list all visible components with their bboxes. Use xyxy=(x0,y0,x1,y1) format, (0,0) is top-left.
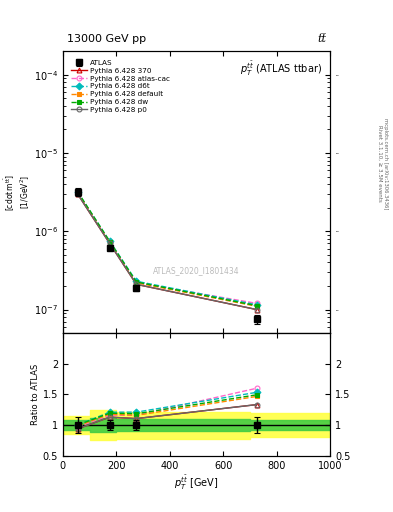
Pythia 6.428 p0 xyxy=(75,191,80,197)
Pythia 6.428 dw xyxy=(254,303,259,309)
Pythia 6.428 atlas-cac xyxy=(254,300,259,306)
Legend: ATLAS, Pythia 6.428 370, Pythia 6.428 atlas-cac, Pythia 6.428 d6t, Pythia 6.428 : ATLAS, Pythia 6.428 370, Pythia 6.428 at… xyxy=(69,58,172,115)
Pythia 6.428 d6t xyxy=(254,302,259,308)
Pythia 6.428 default xyxy=(254,303,259,309)
Pythia 6.428 dw xyxy=(134,279,139,285)
Pythia 6.428 370 xyxy=(254,307,259,313)
X-axis label: $p^{t\bar{t}}_T$ [GeV]: $p^{t\bar{t}}_T$ [GeV] xyxy=(174,473,219,492)
Y-axis label: Ratio to ATLAS: Ratio to ATLAS xyxy=(31,364,40,425)
Text: Rivet 3.1.10, ≥ 3.5M events: Rivet 3.1.10, ≥ 3.5M events xyxy=(377,125,382,202)
Pythia 6.428 370 xyxy=(134,281,139,287)
Text: tt̅: tt̅ xyxy=(317,33,326,44)
Pythia 6.428 dw xyxy=(75,189,80,195)
Pythia 6.428 d6t xyxy=(134,278,139,284)
Pythia 6.428 p0 xyxy=(107,240,112,246)
Y-axis label: $\frac{1}{\sigma}\cdot\frac{d^2\sigma}{dp_T^{t\bar{t}}}$
$[\mathrm{cdot\,m^{t\ba: $\frac{1}{\sigma}\cdot\frac{d^2\sigma}{d… xyxy=(0,174,33,211)
Text: $p_T^{t\bar{t}}$ (ATLAS ttbar): $p_T^{t\bar{t}}$ (ATLAS ttbar) xyxy=(240,60,322,78)
Pythia 6.428 d6t xyxy=(75,189,80,195)
Text: mcplots.cern.ch [arXiv:1306.3436]: mcplots.cern.ch [arXiv:1306.3436] xyxy=(383,118,387,209)
Line: Pythia 6.428 default: Pythia 6.428 default xyxy=(75,190,259,309)
Line: Pythia 6.428 p0: Pythia 6.428 p0 xyxy=(75,191,259,312)
Line: Pythia 6.428 d6t: Pythia 6.428 d6t xyxy=(75,189,259,307)
Line: Pythia 6.428 dw: Pythia 6.428 dw xyxy=(75,189,259,308)
Pythia 6.428 atlas-cac xyxy=(75,190,80,196)
Pythia 6.428 370 xyxy=(75,191,80,197)
Pythia 6.428 default xyxy=(107,239,112,245)
Line: Pythia 6.428 atlas-cac: Pythia 6.428 atlas-cac xyxy=(75,190,259,306)
Pythia 6.428 370 xyxy=(107,240,112,246)
Pythia 6.428 p0 xyxy=(134,281,139,287)
Pythia 6.428 d6t xyxy=(107,238,112,244)
Pythia 6.428 default xyxy=(75,189,80,196)
Text: ATLAS_2020_I1801434: ATLAS_2020_I1801434 xyxy=(153,267,240,275)
Pythia 6.428 default xyxy=(134,280,139,286)
Pythia 6.428 atlas-cac xyxy=(134,280,139,286)
Pythia 6.428 p0 xyxy=(254,307,259,313)
Text: 13000 GeV pp: 13000 GeV pp xyxy=(67,33,146,44)
Pythia 6.428 dw xyxy=(107,239,112,245)
Line: Pythia 6.428 370: Pythia 6.428 370 xyxy=(75,191,259,312)
Pythia 6.428 atlas-cac xyxy=(107,240,112,246)
